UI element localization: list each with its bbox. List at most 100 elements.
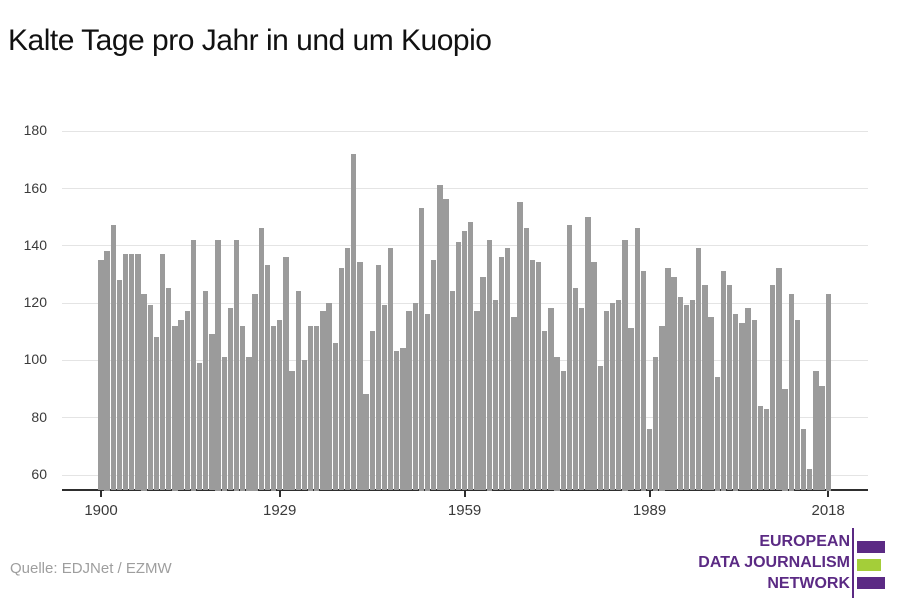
- bar-2017[interactable]: [819, 385, 825, 491]
- bar-1964[interactable]: [492, 299, 499, 491]
- bar-1984[interactable]: [616, 299, 622, 491]
- bar-1936[interactable]: [320, 311, 326, 491]
- bar-2013[interactable]: [794, 319, 801, 491]
- bar-1974[interactable]: [554, 357, 560, 491]
- bar-1906[interactable]: [135, 253, 141, 491]
- bar-2010[interactable]: [776, 268, 782, 491]
- bar-2004[interactable]: [739, 322, 745, 491]
- bar-1905[interactable]: [129, 253, 135, 491]
- bar-1907[interactable]: [141, 294, 147, 491]
- bar-1950[interactable]: [406, 311, 412, 491]
- bar-1922[interactable]: [233, 239, 240, 491]
- bar-2008[interactable]: [763, 408, 770, 491]
- bar-2012[interactable]: [788, 294, 794, 491]
- bar-1949[interactable]: [400, 348, 406, 491]
- bar-1941[interactable]: [351, 153, 357, 491]
- bar-2000[interactable]: [714, 377, 720, 491]
- bar-1900[interactable]: [98, 259, 104, 491]
- bar-1973[interactable]: [548, 308, 554, 491]
- bar-1982[interactable]: [603, 311, 610, 491]
- bar-1928[interactable]: [270, 325, 277, 491]
- bar-1988[interactable]: [640, 271, 646, 491]
- bar-1959[interactable]: [461, 230, 468, 491]
- bar-1940[interactable]: [344, 248, 351, 491]
- bar-1925[interactable]: [252, 294, 258, 491]
- bar-1997[interactable]: [696, 248, 702, 491]
- bar-1948[interactable]: [394, 351, 400, 491]
- bar-1953[interactable]: [424, 314, 431, 491]
- bar-2014[interactable]: [800, 428, 807, 491]
- bar-1972[interactable]: [542, 331, 548, 491]
- bar-1957[interactable]: [449, 291, 455, 491]
- bar-1960[interactable]: [468, 222, 474, 491]
- bar-1989[interactable]: [646, 428, 653, 491]
- bar-1927[interactable]: [264, 265, 271, 491]
- bar-1975[interactable]: [560, 371, 566, 491]
- bar-2005[interactable]: [745, 308, 751, 491]
- bar-1969[interactable]: [523, 228, 529, 491]
- bar-1919[interactable]: [215, 239, 221, 491]
- bar-1971[interactable]: [535, 262, 542, 491]
- bar-1955[interactable]: [437, 185, 443, 491]
- bar-1977[interactable]: [572, 288, 579, 491]
- bar-1916[interactable]: [196, 362, 203, 491]
- bar-1958[interactable]: [455, 242, 462, 491]
- bar-1978[interactable]: [579, 308, 585, 491]
- bar-1966[interactable]: [505, 248, 511, 491]
- bar-1981[interactable]: [597, 365, 603, 491]
- bar-1930[interactable]: [283, 256, 289, 491]
- bar-1947[interactable]: [387, 248, 394, 491]
- bar-1993[interactable]: [671, 276, 677, 491]
- bar-2011[interactable]: [782, 388, 788, 491]
- bar-1980[interactable]: [591, 262, 597, 491]
- bar-1926[interactable]: [258, 228, 264, 491]
- bar-1939[interactable]: [338, 268, 345, 491]
- bar-1931[interactable]: [289, 371, 295, 491]
- bar-1990[interactable]: [653, 357, 659, 491]
- bar-1924[interactable]: [246, 357, 252, 491]
- bar-1965[interactable]: [498, 256, 505, 491]
- bar-1994[interactable]: [677, 296, 683, 491]
- bar-2015[interactable]: [807, 468, 813, 491]
- bar-1942[interactable]: [357, 262, 363, 491]
- bar-1976[interactable]: [566, 225, 573, 491]
- bar-1912[interactable]: [172, 325, 178, 491]
- bar-1995[interactable]: [683, 305, 690, 491]
- bar-1915[interactable]: [190, 239, 197, 491]
- bar-1934[interactable]: [307, 325, 314, 491]
- bar-2007[interactable]: [757, 405, 764, 491]
- bar-1935[interactable]: [314, 325, 320, 491]
- bar-1963[interactable]: [486, 239, 492, 491]
- bar-2018[interactable]: [825, 294, 831, 491]
- bar-2016[interactable]: [813, 371, 819, 491]
- bar-1908[interactable]: [147, 305, 153, 491]
- bar-1998[interactable]: [702, 285, 708, 491]
- bar-1909[interactable]: [153, 336, 160, 491]
- bar-1956[interactable]: [443, 199, 449, 491]
- bar-1992[interactable]: [665, 268, 671, 491]
- bar-1904[interactable]: [122, 253, 129, 491]
- bar-1987[interactable]: [634, 228, 640, 491]
- bar-2006[interactable]: [751, 319, 757, 491]
- bar-1921[interactable]: [227, 308, 234, 491]
- bar-1914[interactable]: [184, 311, 190, 491]
- bar-1913[interactable]: [178, 319, 184, 491]
- bar-1945[interactable]: [375, 265, 381, 491]
- bar-1979[interactable]: [585, 216, 591, 491]
- bar-1903[interactable]: [116, 279, 123, 491]
- bar-2001[interactable]: [720, 271, 727, 491]
- bar-1968[interactable]: [517, 202, 523, 491]
- bar-1929[interactable]: [277, 319, 283, 491]
- bar-1920[interactable]: [221, 357, 227, 491]
- bar-1967[interactable]: [511, 316, 517, 491]
- bar-1917[interactable]: [203, 291, 209, 491]
- bar-1918[interactable]: [209, 334, 215, 491]
- bar-1910[interactable]: [159, 253, 166, 491]
- bar-1937[interactable]: [326, 302, 332, 491]
- bar-1954[interactable]: [431, 259, 437, 491]
- bar-1944[interactable]: [369, 331, 375, 491]
- bar-1999[interactable]: [708, 316, 714, 491]
- bar-2009[interactable]: [770, 285, 776, 491]
- bar-1952[interactable]: [418, 208, 425, 491]
- bar-1985[interactable]: [622, 239, 628, 491]
